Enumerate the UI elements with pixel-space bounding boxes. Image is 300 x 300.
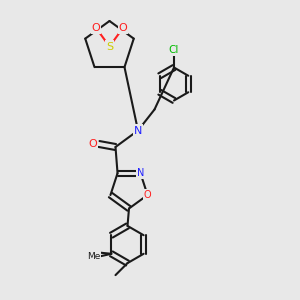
Text: O: O [88,139,98,149]
Text: Cl: Cl [169,45,179,55]
Text: O: O [118,23,127,33]
Text: N: N [134,125,142,136]
Text: O: O [144,190,152,200]
Text: N: N [137,168,144,178]
Text: Me: Me [87,252,100,261]
Text: O: O [92,23,100,33]
Text: S: S [106,41,113,52]
